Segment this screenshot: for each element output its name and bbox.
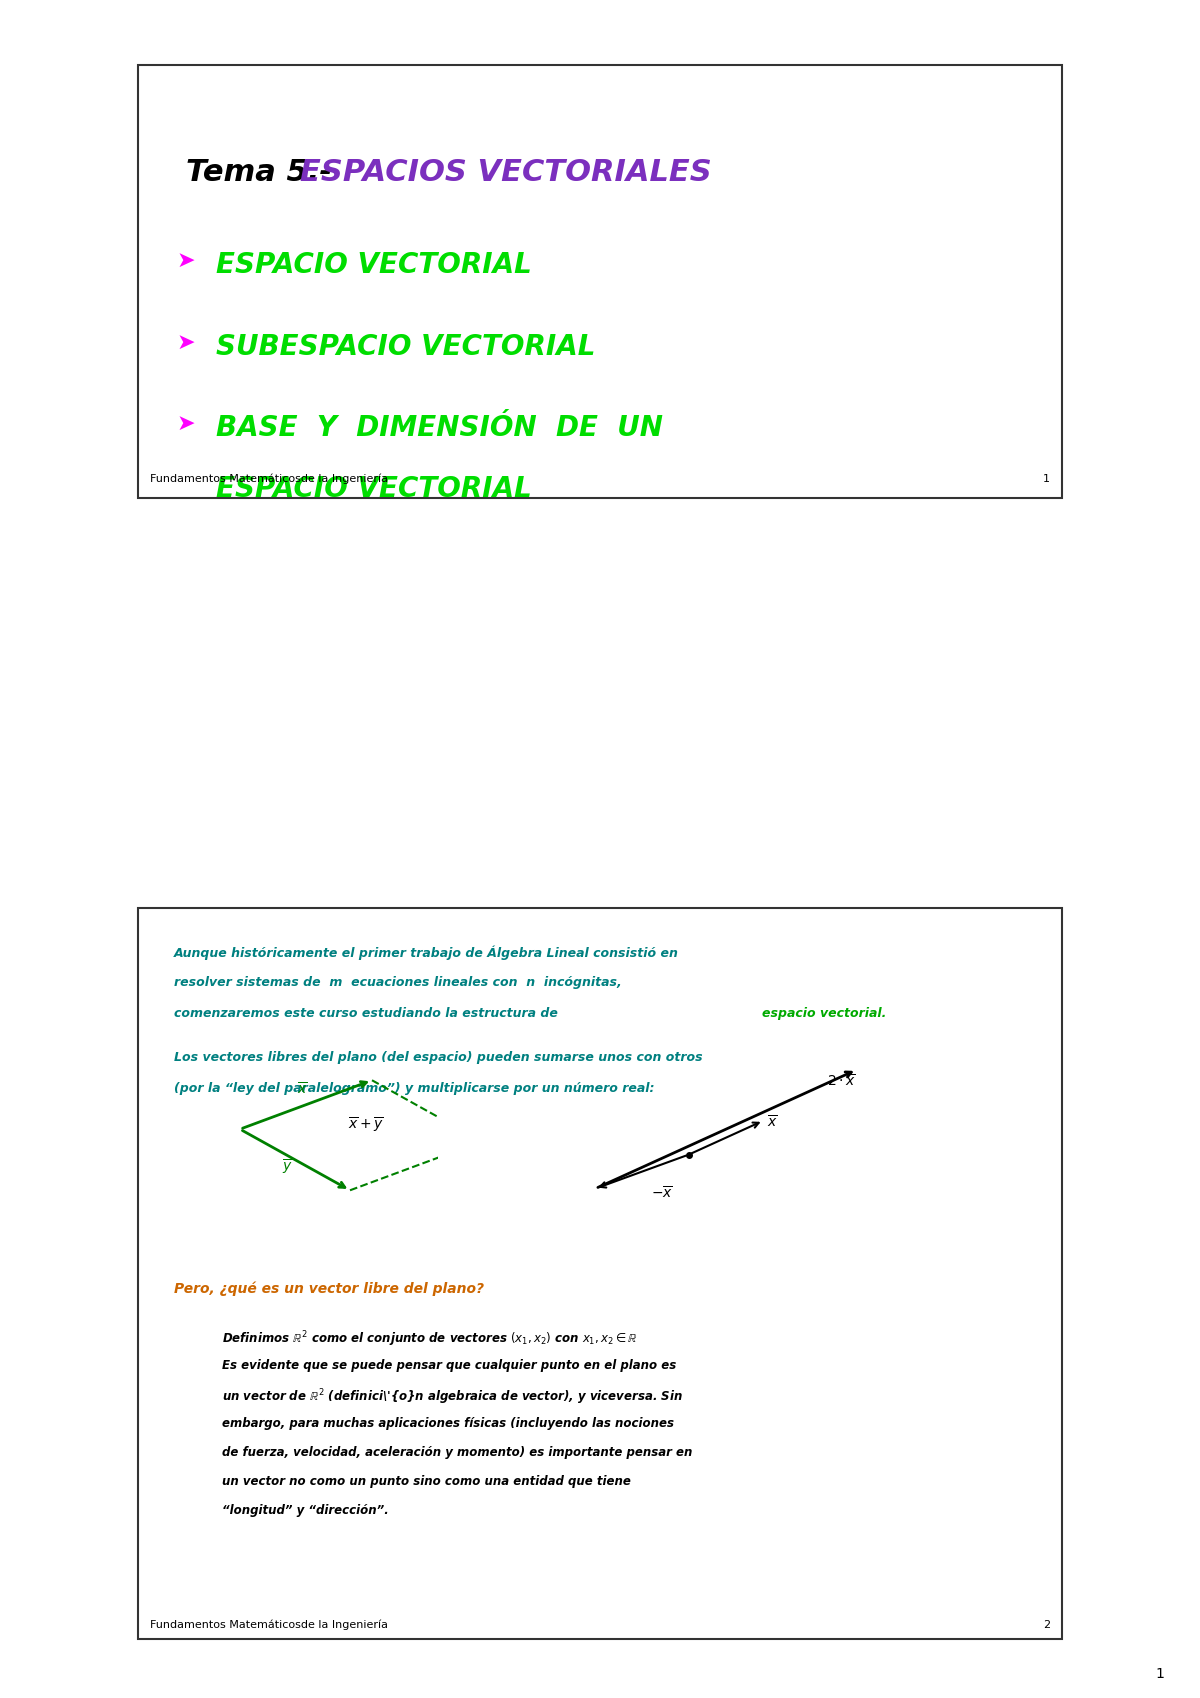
Text: Aunque históricamente el primer trabajo de Álgebra Lineal consistió en: Aunque históricamente el primer trabajo … bbox=[174, 946, 679, 961]
Text: 1: 1 bbox=[1156, 1667, 1164, 1681]
Text: $-\overline{x}$: $-\overline{x}$ bbox=[652, 1185, 673, 1202]
Text: 1: 1 bbox=[1043, 474, 1050, 484]
Text: comenzaremos este curso estudiando la estructura de: comenzaremos este curso estudiando la es… bbox=[174, 1007, 563, 1020]
Text: Fundamentos Matemáticosde la Ingeniería: Fundamentos Matemáticosde la Ingeniería bbox=[150, 474, 388, 484]
Text: un vector no como un punto sino como una entidad que tiene: un vector no como un punto sino como una… bbox=[222, 1474, 631, 1487]
Text: SUBESPACIO VECTORIAL: SUBESPACIO VECTORIAL bbox=[216, 333, 595, 360]
Text: Tema 5.-: Tema 5.- bbox=[186, 158, 343, 187]
Text: “longitud” y “dirección”.: “longitud” y “dirección”. bbox=[222, 1504, 389, 1516]
Text: embargo, para muchas aplicaciones físicas (incluyendo las nociones: embargo, para muchas aplicaciones física… bbox=[222, 1416, 674, 1430]
Text: $\overline{x}+\overline{y}$: $\overline{x}+\overline{y}$ bbox=[348, 1116, 384, 1134]
Text: de fuerza, velocidad, aceleración y momento) es importante pensar en: de fuerza, velocidad, aceleración y mome… bbox=[222, 1445, 692, 1459]
Text: $2 \cdot \overline{x}$: $2 \cdot \overline{x}$ bbox=[827, 1073, 856, 1090]
Text: BASE  Y  DIMENSIÓN  DE  UN: BASE Y DIMENSIÓN DE UN bbox=[216, 414, 662, 441]
Text: $\overline{x}$: $\overline{x}$ bbox=[767, 1114, 778, 1131]
Text: Fundamentos Matemáticosde la Ingeniería: Fundamentos Matemáticosde la Ingeniería bbox=[150, 1620, 388, 1630]
FancyBboxPatch shape bbox=[138, 65, 1062, 498]
Text: (por la “ley del paralelogramo”) y multiplicarse por un número real:: (por la “ley del paralelogramo”) y multi… bbox=[174, 1082, 654, 1095]
Text: resolver sistemas de  m  ecuaciones lineales con  n  incógnitas,: resolver sistemas de m ecuaciones lineal… bbox=[174, 976, 622, 990]
Text: Los vectores libres del plano (del espacio) pueden sumarse unos con otros: Los vectores libres del plano (del espac… bbox=[174, 1051, 703, 1065]
Text: Definimos $\mathbb{R}^2$ como el conjunto de vectores $(x_1, x_2)$ con $x_1, x_2: Definimos $\mathbb{R}^2$ como el conjunt… bbox=[222, 1330, 638, 1350]
Text: ➤: ➤ bbox=[176, 251, 196, 272]
Text: ➤: ➤ bbox=[176, 333, 196, 353]
Text: ESPACIOS VECTORIALES: ESPACIOS VECTORIALES bbox=[300, 158, 712, 187]
Text: ➤: ➤ bbox=[176, 414, 196, 435]
Text: $\overline{y}$: $\overline{y}$ bbox=[282, 1158, 293, 1177]
Text: $\overline{x}$: $\overline{x}$ bbox=[298, 1082, 308, 1097]
FancyBboxPatch shape bbox=[138, 908, 1062, 1639]
Text: Es evidente que se puede pensar que cualquier punto en el plano es: Es evidente que se puede pensar que cual… bbox=[222, 1358, 677, 1372]
Text: ESPACIO VECTORIAL: ESPACIO VECTORIAL bbox=[216, 475, 532, 503]
Text: Pero, ¿qué es un vector libre del plano?: Pero, ¿qué es un vector libre del plano? bbox=[174, 1282, 484, 1297]
Text: 2: 2 bbox=[1043, 1620, 1050, 1630]
Text: un vector de $\mathbb{R}^2$ (definici\'{o}n algebraica de vector), y viceversa. : un vector de $\mathbb{R}^2$ (definici\'{… bbox=[222, 1387, 683, 1408]
Text: ESPACIO VECTORIAL: ESPACIO VECTORIAL bbox=[216, 251, 532, 278]
Text: espacio vectorial.: espacio vectorial. bbox=[762, 1007, 887, 1020]
